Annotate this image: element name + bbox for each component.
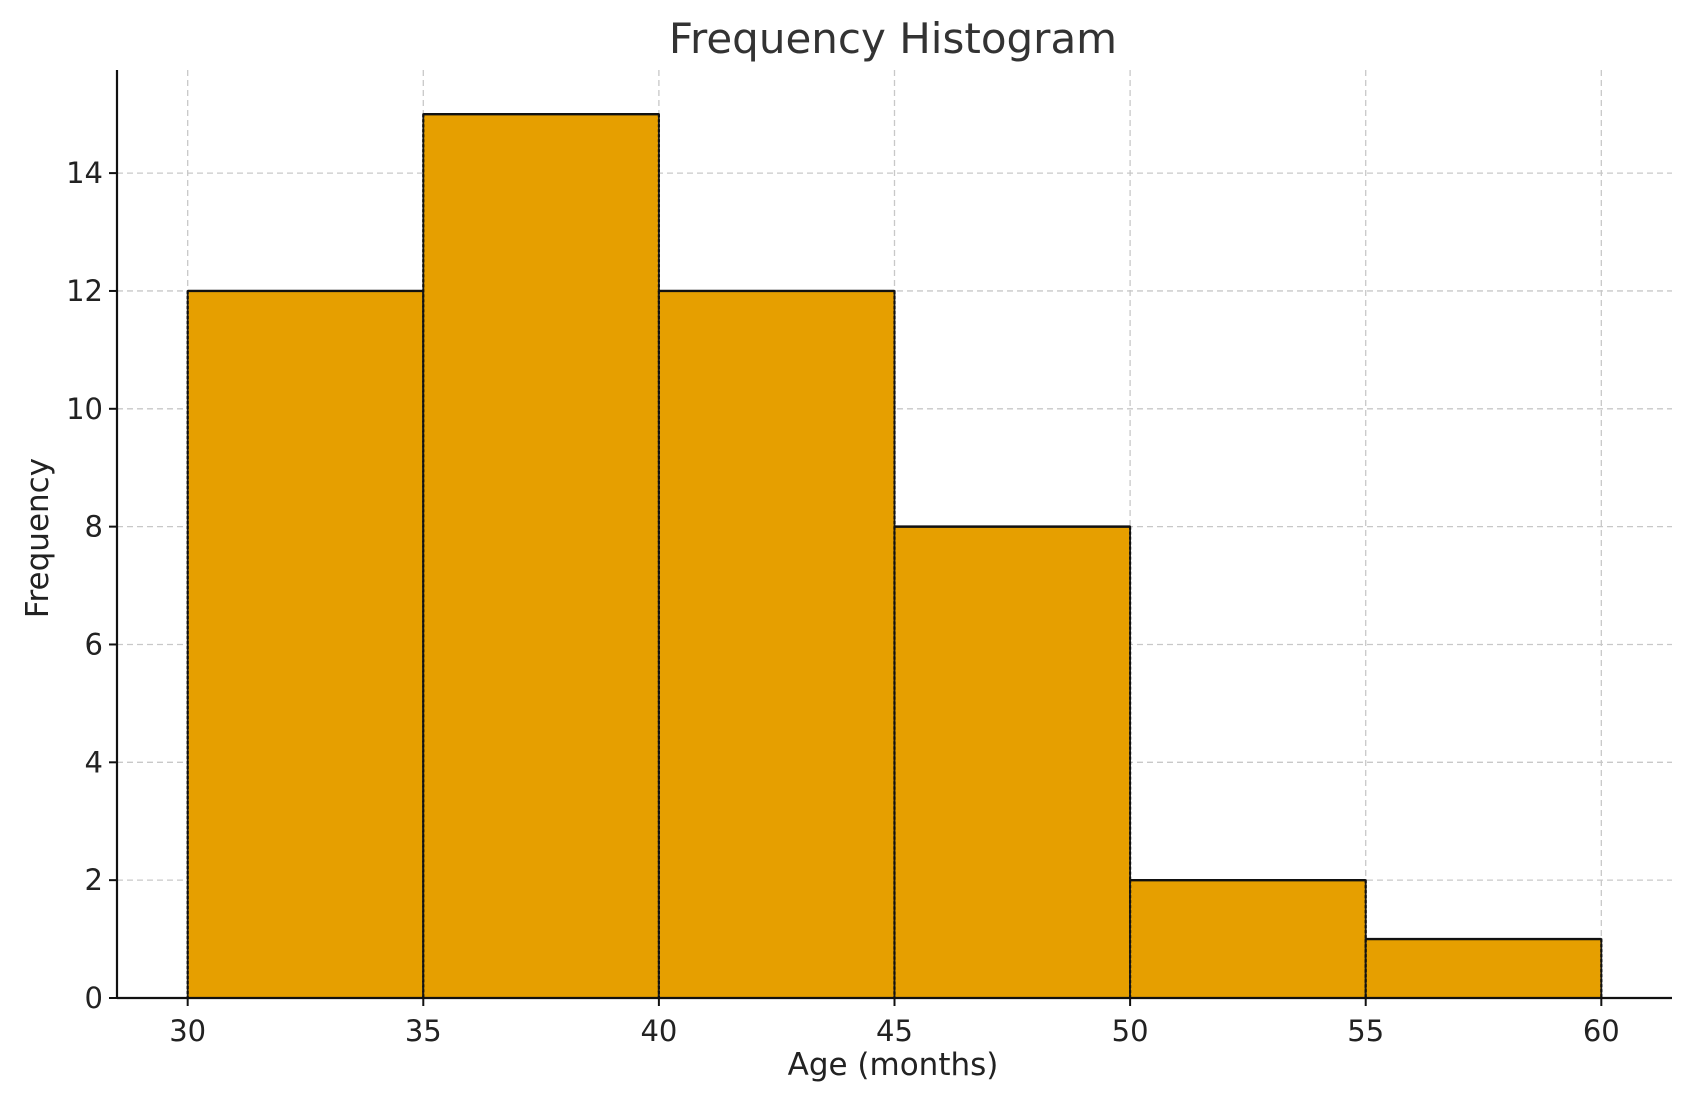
x-tick-label: 40 [640, 1014, 677, 1048]
y-axis-label: Frequency [20, 458, 56, 618]
histogram-bar [657, 290, 896, 999]
x-tick-label: 50 [1112, 1014, 1149, 1048]
chart-title: Frequency Histogram [669, 14, 1117, 63]
y-tick-label: 14 [66, 156, 103, 190]
y-tick-label: 4 [85, 745, 103, 779]
x-axis-label: Age (months) [788, 1047, 999, 1083]
x-tick-label: 30 [169, 1014, 206, 1048]
x-tick-label: 35 [405, 1014, 442, 1048]
y-tick-label: 12 [66, 274, 103, 308]
histogram-bar [1364, 938, 1603, 999]
x-tick-label: 55 [1347, 1014, 1384, 1048]
y-tick-label: 10 [66, 392, 103, 426]
y-tick-label: 8 [85, 510, 103, 544]
y-axis-ticks: 0 2 4 6 8 10 12 14 [66, 156, 117, 1015]
bars [186, 112, 1603, 999]
histogram-bar [186, 290, 425, 999]
histogram-bar [1129, 879, 1367, 999]
y-tick-label: 6 [85, 627, 103, 661]
x-axis-ticks: 30 35 40 45 50 55 60 [169, 998, 1620, 1048]
histogram-bar [893, 525, 1132, 999]
histogram-bar [422, 113, 660, 999]
x-tick-label: 60 [1583, 1014, 1620, 1048]
y-tick-label: 0 [85, 981, 103, 1015]
y-tick-label: 2 [85, 863, 103, 897]
x-tick-label: 45 [876, 1014, 913, 1048]
